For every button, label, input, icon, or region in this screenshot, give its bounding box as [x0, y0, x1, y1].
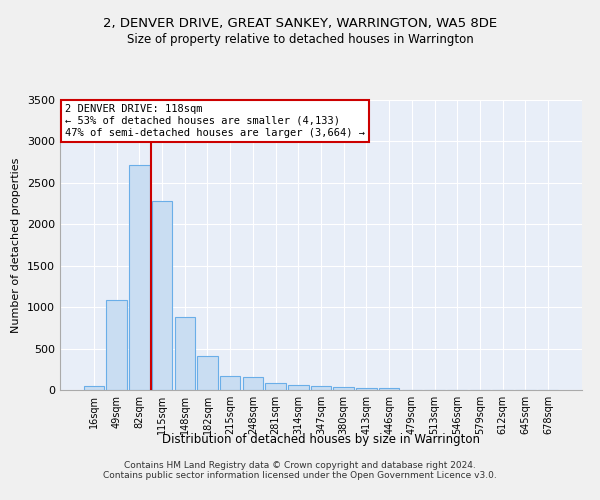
Bar [197, 356, 218, 390]
Text: Size of property relative to detached houses in Warrington: Size of property relative to detached ho… [127, 32, 473, 46]
Bar [152, 201, 172, 390]
Bar [242, 376, 263, 390]
Bar [220, 376, 241, 390]
Bar [129, 164, 149, 390]
Text: 2 DENVER DRIVE: 118sqm
← 53% of detached houses are smaller (4,133)
47% of semi-: 2 DENVER DRIVE: 118sqm ← 53% of detached… [65, 104, 365, 138]
Text: 2, DENVER DRIVE, GREAT SANKEY, WARRINGTON, WA5 8DE: 2, DENVER DRIVE, GREAT SANKEY, WARRINGTO… [103, 18, 497, 30]
Bar [175, 317, 195, 390]
Bar [356, 388, 377, 390]
Bar [334, 386, 354, 390]
Bar [106, 300, 127, 390]
Bar [379, 388, 400, 390]
Bar [311, 386, 331, 390]
Bar [265, 382, 286, 390]
Bar [288, 385, 308, 390]
Bar [84, 386, 104, 390]
Text: Distribution of detached houses by size in Warrington: Distribution of detached houses by size … [162, 432, 480, 446]
Y-axis label: Number of detached properties: Number of detached properties [11, 158, 22, 332]
Text: Contains HM Land Registry data © Crown copyright and database right 2024.
Contai: Contains HM Land Registry data © Crown c… [103, 460, 497, 480]
